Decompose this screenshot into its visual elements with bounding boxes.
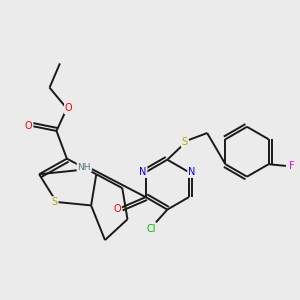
Text: O: O [113, 204, 121, 214]
Text: F: F [289, 161, 295, 171]
Text: S: S [52, 197, 58, 207]
Text: S: S [182, 137, 188, 147]
Text: N: N [188, 167, 195, 177]
Text: N: N [139, 167, 147, 177]
Text: NH: NH [77, 163, 91, 172]
Text: Cl: Cl [147, 224, 157, 234]
Text: O: O [25, 121, 33, 131]
Text: O: O [65, 103, 72, 113]
